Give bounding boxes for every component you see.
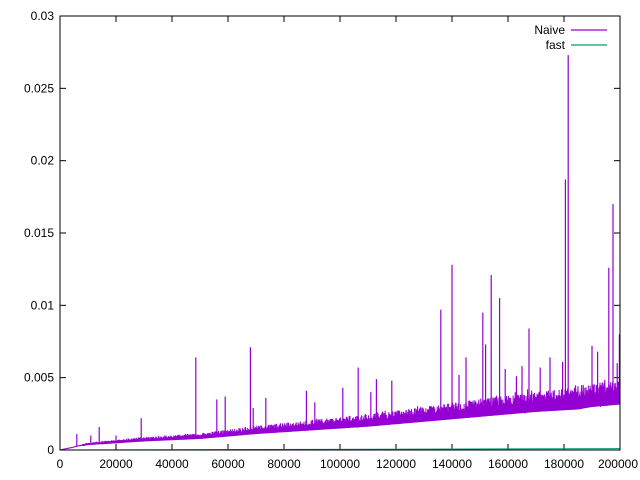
y-tick-label: 0.03 xyxy=(31,9,55,23)
series-naive xyxy=(59,55,621,451)
legend-label-naive: Naive xyxy=(534,23,565,37)
x-tick-label: 100000 xyxy=(320,457,360,471)
x-tick-label: 160000 xyxy=(488,457,528,471)
x-axis-ticks: 0 20000 40000 60000 80000 100000 120000 140000 1… xyxy=(57,16,638,471)
y-tick-label: 0 xyxy=(47,443,54,457)
x-tick-label: 80000 xyxy=(267,457,301,471)
y-tick-label: 0.02 xyxy=(31,154,55,168)
y-tick-label: 0.025 xyxy=(24,81,54,95)
plot-frame xyxy=(59,15,621,451)
x-tick-label: 120000 xyxy=(376,457,416,471)
series-layer xyxy=(59,55,621,451)
x-tick-label: 20000 xyxy=(99,457,133,471)
y-tick-label: 0.015 xyxy=(24,226,54,240)
x-tick-label: 0 xyxy=(57,457,64,471)
x-tick-label: 60000 xyxy=(211,457,245,471)
x-tick-label: 200000 xyxy=(598,457,638,471)
x-tick-label: 40000 xyxy=(155,457,189,471)
x-tick-label: 180000 xyxy=(544,457,584,471)
y-tick-label: 0.005 xyxy=(24,371,54,385)
legend-label-fast: fast xyxy=(546,38,566,52)
y-tick-label: 0.01 xyxy=(31,298,55,312)
y-axis-ticks: 0 0.005 0.01 0.015 0.02 0.025 0.03 xyxy=(24,9,620,457)
x-tick-label: 140000 xyxy=(432,457,472,471)
